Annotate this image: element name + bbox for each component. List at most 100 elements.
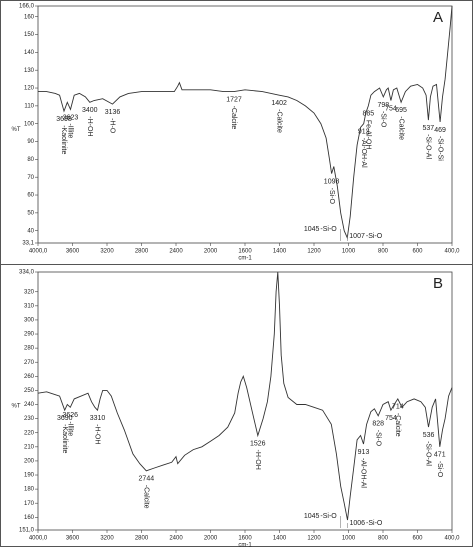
spectrum-line — [38, 5, 453, 240]
peak-assignment: -Si-O-Si — [436, 136, 443, 161]
peak-assignment: -Si-O-Al — [425, 134, 432, 159]
y-tick-label: 320 — [24, 289, 35, 295]
peak-assignment: -Si-O — [380, 111, 387, 128]
peak-assignment: -H-OH — [94, 424, 101, 444]
y-tick-label: 70 — [27, 175, 34, 181]
peak-wavenumber: 469 — [434, 127, 446, 134]
peak-wavenumber: 3136 — [105, 109, 121, 116]
peak-wavenumber: 3698 — [56, 116, 72, 123]
peak-assignment: -Calcite — [142, 485, 149, 509]
y-tick-label: 180 — [24, 487, 35, 493]
x-tick-label: 3600 — [66, 536, 80, 542]
peak-assignment: -Illite — [66, 421, 73, 436]
x-axis-label: cm-1 — [238, 543, 252, 547]
peak-wavenumber: 536 — [423, 432, 435, 439]
x-tick-label: 600 — [412, 249, 423, 255]
peak-assignment: -Al-OH-Al — [360, 138, 367, 168]
peak-assignment: -Kaolinite — [60, 125, 67, 154]
peak-assignment: -H-OH — [254, 450, 261, 470]
y-axis-label: %T — [12, 404, 21, 410]
peak-wavenumber: 695 — [395, 107, 407, 114]
y-tick-label: 260 — [24, 374, 35, 380]
peak-wavenumber: 885 — [362, 111, 374, 118]
peak-assignment: -H-O — [109, 118, 116, 134]
y-tick-label: 230 — [24, 416, 35, 422]
peak-assignment: -Illite — [67, 123, 74, 138]
band-assignment: -Si-O — [320, 226, 337, 233]
y-tick-label: 280 — [24, 346, 35, 352]
y-tick-label: 240 — [24, 402, 35, 408]
peak-wavenumber: 3310 — [90, 415, 106, 422]
x-tick-label: 2400 — [169, 249, 183, 255]
x-tick-label: 400,0 — [444, 536, 460, 542]
band-assignment: -Si-O — [366, 233, 383, 240]
y-tick-label: 150 — [24, 32, 35, 38]
y-tick-label: 130 — [24, 68, 35, 74]
band-label: 1006-Si-O — [349, 520, 382, 527]
y-tick-label: 33,1 — [22, 241, 34, 247]
x-tick-label: 1600 — [238, 536, 252, 542]
x-tick-label: 1000 — [342, 249, 356, 255]
y-tick-label: 310 — [24, 303, 35, 309]
x-tick-label: 3600 — [66, 249, 80, 255]
peak-wavenumber: 714 — [392, 404, 404, 411]
x-tick-label: 2000 — [204, 536, 218, 542]
y-tick-label: 140 — [24, 50, 35, 56]
y-tick-label: 151,0 — [19, 528, 35, 534]
spectrum-line — [37, 271, 453, 521]
x-tick-label: 2800 — [135, 536, 149, 542]
x-tick-label: 600 — [412, 536, 423, 542]
peak-wavenumber: 3623 — [63, 114, 79, 121]
peak-assignment: -Calcite — [397, 116, 404, 140]
x-tick-label: 4000,0 — [29, 249, 48, 255]
y-tick-label: 200 — [24, 458, 35, 464]
peak-assignment: -Kaolinite — [61, 424, 68, 453]
x-tick-label: 1200 — [307, 249, 321, 255]
peak-assignment: -Si-O — [436, 461, 443, 478]
y-tick-label: 160 — [24, 515, 35, 521]
band-label: 1007-Si-O — [349, 233, 382, 240]
x-tick-label: 3200 — [100, 536, 114, 542]
peak-wavenumber: 754 — [385, 415, 397, 422]
y-tick-label: 60 — [27, 193, 34, 199]
y-tick-label: 120 — [24, 86, 35, 92]
x-tick-label: 2000 — [204, 249, 218, 255]
y-axis-label: %T — [12, 127, 21, 133]
peak-wavenumber: 1098 — [324, 178, 340, 185]
peak-wavenumber: 828 — [372, 421, 384, 428]
y-tick-label: 50 — [27, 210, 34, 216]
peak-assignment: -Calcite — [394, 413, 401, 437]
band-wavenumber: 1007 — [349, 233, 365, 240]
x-axis-label: cm-1 — [238, 256, 252, 262]
peak-wavenumber: 1402 — [271, 100, 287, 107]
y-tick-label: 334,0 — [19, 270, 35, 276]
x-tick-label: 1000 — [342, 536, 356, 542]
x-tick-label: 800 — [378, 536, 389, 542]
x-tick-label: 1400 — [273, 536, 287, 542]
panel-letter: A — [433, 9, 443, 26]
y-tick-label: 100 — [24, 121, 35, 127]
peak-wavenumber: 3626 — [62, 412, 78, 419]
peak-assignment: -Calcite — [275, 109, 282, 133]
y-tick-label: 80 — [27, 157, 34, 163]
x-tick-label: 1200 — [307, 536, 321, 542]
peak-assignment: -Al-OH-Al — [360, 458, 367, 488]
y-tick-label: 250 — [24, 388, 35, 394]
band-assignment: -Si-O — [320, 513, 337, 520]
x-tick-label: 3200 — [100, 249, 114, 255]
band-wavenumber: 1045 — [304, 513, 320, 520]
peak-assignment: -H-OH — [86, 116, 93, 136]
y-tick-label: 166,0 — [19, 4, 35, 10]
y-tick-label: 220 — [24, 430, 35, 436]
y-tick-label: 170 — [24, 501, 35, 507]
band-label: 1045-Si-O — [304, 513, 337, 520]
peak-wavenumber: 798 — [378, 102, 390, 109]
x-tick-label: 1600 — [238, 249, 252, 255]
x-tick-label: 2400 — [169, 536, 183, 542]
y-tick-label: 290 — [24, 332, 35, 338]
x-tick-label: 400,0 — [444, 249, 460, 255]
y-tick-label: 90 — [27, 139, 34, 145]
x-tick-label: 4000,0 — [29, 536, 48, 542]
